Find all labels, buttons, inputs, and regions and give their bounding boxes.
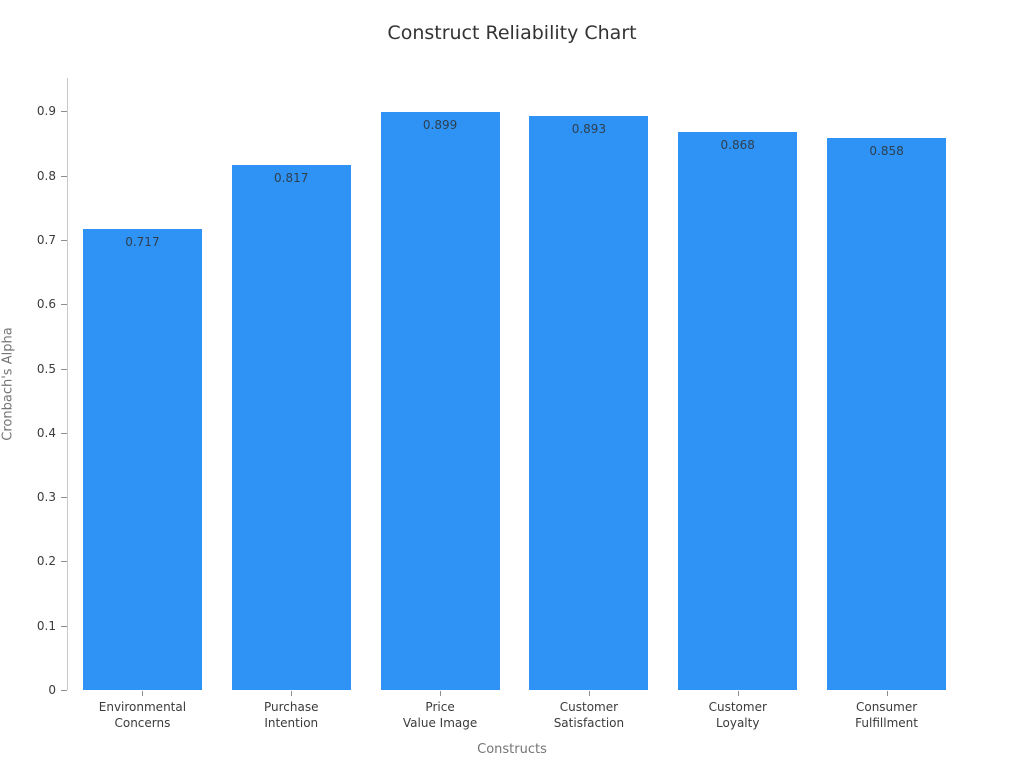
y-tick-label: 0.2 — [36, 554, 56, 569]
y-tick-label: 0.8 — [36, 168, 56, 183]
y-tick-mark — [61, 625, 67, 627]
y-tick-mark — [61, 240, 67, 241]
bar: 0.858 — [827, 138, 947, 690]
y-tick-mark — [61, 304, 67, 306]
y-axis-title: Cronbach's Alpha — [0, 327, 16, 441]
y-tick-label: 0.3 — [36, 490, 56, 505]
y-tick-mark — [61, 497, 67, 499]
y-tick-label: 0.9 — [36, 104, 56, 119]
y-tick-label: 0.4 — [36, 425, 56, 440]
x-tick-label: Customer Loyalty — [708, 700, 767, 730]
bar: 0.899 — [380, 112, 500, 690]
x-tick-mark — [588, 691, 590, 696]
bar-value-label: 0.858 — [869, 144, 904, 159]
x-tick-mark — [291, 691, 293, 696]
y-tick-mark — [61, 175, 67, 177]
y-tick-mark — [61, 368, 67, 370]
y-tick-mark — [61, 432, 67, 434]
chart-title: Construct Reliability Chart — [387, 22, 637, 44]
y-tick-label: 0.1 — [36, 618, 56, 633]
bar-value-label: 0.899 — [422, 118, 458, 133]
x-tick-mark — [142, 691, 144, 696]
y-tick-mark — [61, 111, 67, 113]
x-tick-label: Environmental Concerns — [98, 700, 187, 730]
bar-value-label: 0.717 — [125, 235, 160, 250]
y-tick-label: 0.6 — [36, 297, 56, 312]
bar: 0.717 — [82, 229, 202, 690]
y-tick-mark — [61, 561, 67, 563]
bar: 0.817 — [231, 164, 351, 690]
y-tick-label: 0 — [48, 683, 56, 697]
y-tick-mark — [61, 690, 67, 691]
x-tick-mark — [886, 691, 888, 696]
x-tick-mark — [440, 691, 442, 696]
bar-value-label: 0.893 — [571, 121, 607, 136]
y-tick-label: 0.7 — [36, 233, 56, 247]
x-tick-label: Purchase Intention — [263, 700, 319, 730]
x-tick-mark — [737, 691, 739, 696]
x-tick-label: Customer Satisfaction — [553, 700, 625, 730]
bar-value-label: 0.817 — [274, 170, 309, 185]
y-tick-label: 0.5 — [36, 361, 56, 376]
bar: 0.868 — [678, 132, 798, 690]
x-tick-label: Price Value Image — [402, 700, 478, 730]
y-axis-line — [67, 78, 68, 690]
x-tick-label: Consumer Fulfillment — [855, 700, 918, 730]
x-axis-title: Constructs — [477, 742, 547, 757]
bar: 0.893 — [529, 115, 649, 690]
bar-value-label: 0.868 — [720, 138, 755, 152]
